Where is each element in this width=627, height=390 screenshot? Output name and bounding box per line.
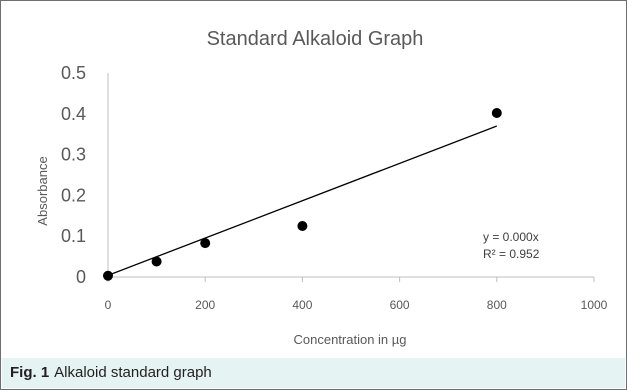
trendline xyxy=(107,125,498,276)
data-point xyxy=(151,256,162,267)
data-points xyxy=(103,107,502,281)
x-tick-label: 400 xyxy=(292,298,312,312)
y-tick-label: 0.3 xyxy=(61,145,86,165)
chart: Standard Alkaloid Graph 0 0.1 0.2 0.3 0.4 0.5… xyxy=(35,28,608,347)
caption-text: Alkaloid standard graph xyxy=(54,364,212,381)
x-axis-tick-marks xyxy=(107,277,595,282)
trendline-equation: y = 0.000x xyxy=(483,230,539,244)
trendline-r-squared: R² = 0.952 xyxy=(483,247,540,261)
y-tick-label: 0.2 xyxy=(61,185,86,205)
y-tick-label: 0.5 xyxy=(61,63,86,83)
x-tick-label: 0 xyxy=(105,298,112,312)
y-axis-title: Absorbance xyxy=(35,156,50,225)
x-tick-label: 200 xyxy=(195,298,215,312)
data-point xyxy=(103,270,113,281)
x-tick-labels: 0 200 400 600 800 1000 xyxy=(105,298,608,312)
chart-title: Standard Alkaloid Graph xyxy=(207,28,424,50)
y-tick-label: 0 xyxy=(76,267,86,287)
x-tick-label: 600 xyxy=(390,298,410,312)
data-point xyxy=(491,107,502,118)
caption-band: Fig. 1 Alkaloid standard graph xyxy=(2,358,625,388)
x-axis-title: Concentration in µg xyxy=(293,332,406,347)
x-tick-label: 1000 xyxy=(581,298,608,312)
y-tick-label: 0.4 xyxy=(61,104,86,124)
data-point xyxy=(200,238,211,249)
y-tick-labels: 0 0.1 0.2 0.3 0.4 0.5 xyxy=(61,63,86,287)
caption-label: Fig. 1 xyxy=(10,364,50,381)
y-tick-label: 0.1 xyxy=(61,226,86,246)
figure-caption: Fig. 1 Alkaloid standard graph xyxy=(10,364,212,381)
data-point xyxy=(297,221,308,231)
x-tick-label: 800 xyxy=(487,298,507,312)
